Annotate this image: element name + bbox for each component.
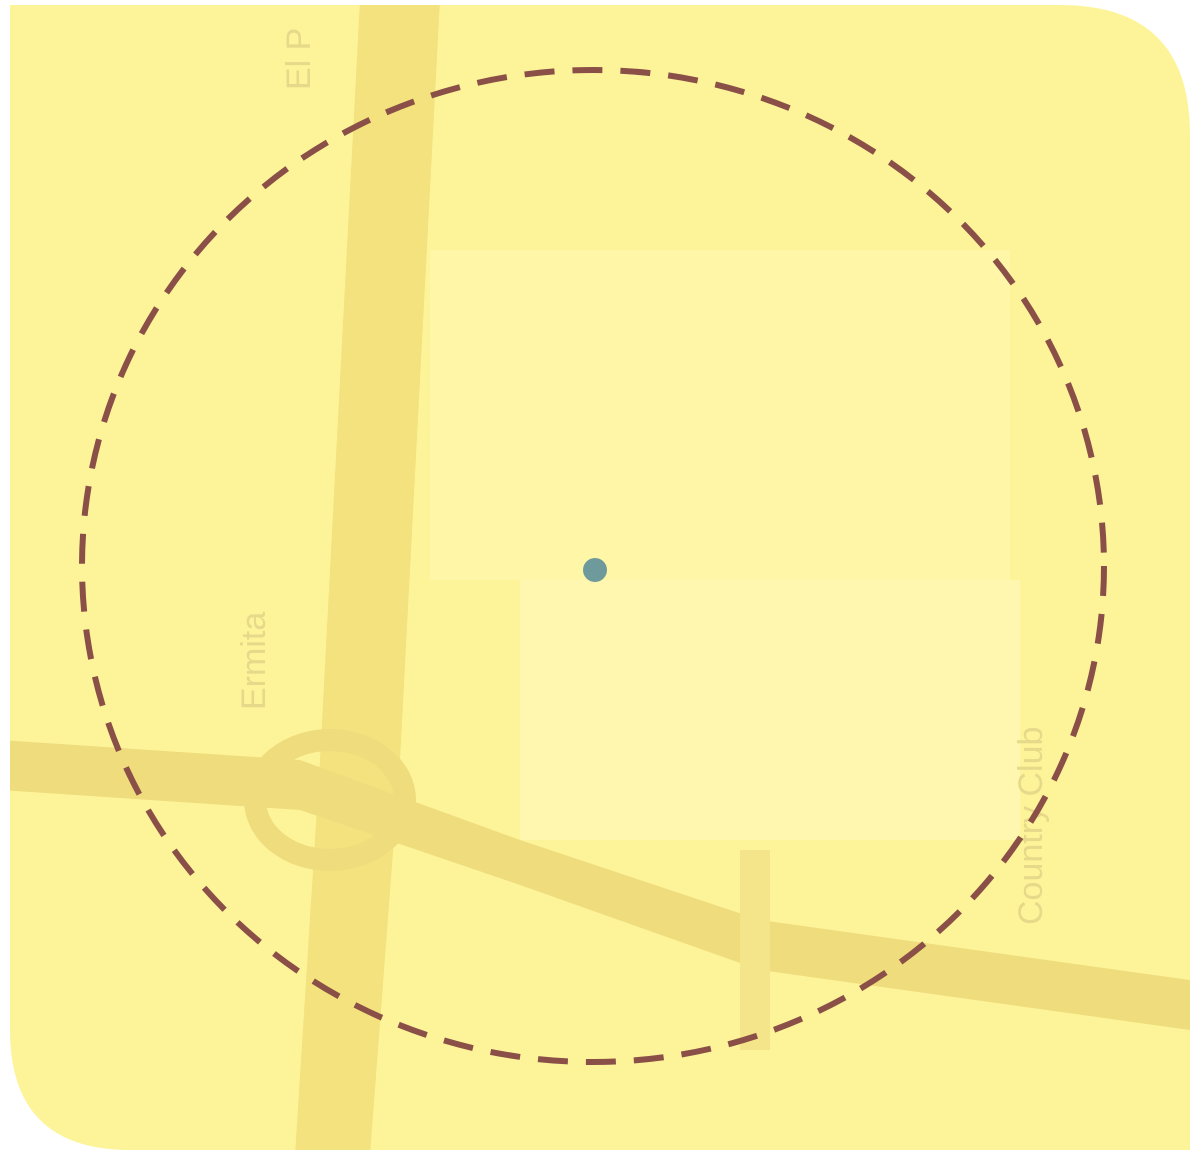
road <box>740 850 770 1050</box>
road <box>10 740 1190 1030</box>
road-label: El P <box>280 28 318 90</box>
block <box>520 580 1020 840</box>
roundabout <box>244 729 416 871</box>
radius-circle <box>79 67 1107 1065</box>
block <box>430 250 1010 580</box>
location-dot <box>583 558 607 582</box>
road-label: Country Club <box>1012 727 1050 925</box>
road-label: Ermita <box>235 612 273 710</box>
